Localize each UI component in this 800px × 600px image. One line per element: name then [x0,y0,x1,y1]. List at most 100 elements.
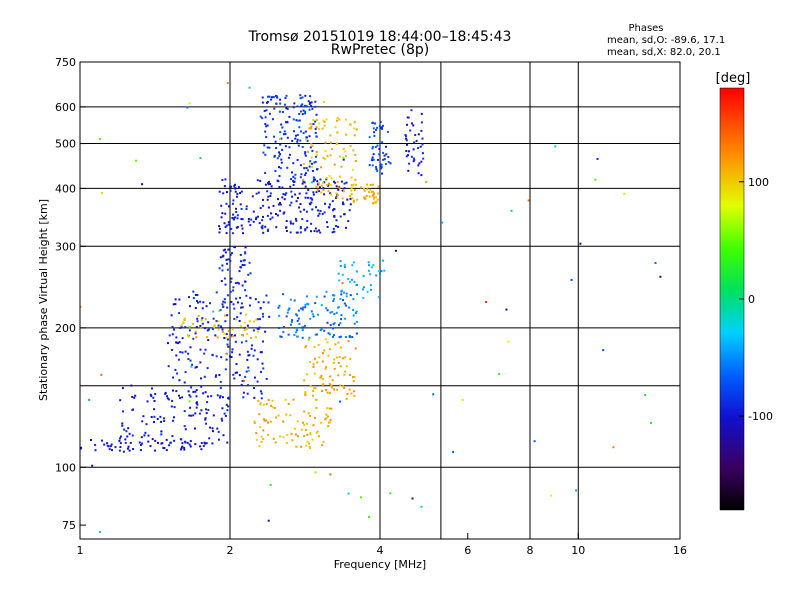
data-point [260,392,263,395]
data-point [224,368,227,371]
data-point [316,430,319,433]
data-point [372,183,374,186]
data-point [335,356,338,359]
data-point [234,216,237,219]
data-point [236,192,239,195]
data-point [259,403,262,406]
data-point [315,406,318,409]
data-point [325,389,328,392]
data-point [272,96,275,99]
data-point [192,297,195,300]
data-point [376,144,379,147]
data-point [265,403,268,406]
data-point [343,213,346,216]
data-point [316,168,319,171]
data-point [269,195,272,197]
data-point [242,379,245,382]
data-point [257,191,260,194]
data-point [180,438,183,441]
data-point [275,213,277,215]
data-point [368,164,371,167]
data-point [339,215,342,218]
data-point [218,190,221,193]
data-point [452,451,455,453]
data-point [352,308,354,311]
data-point [355,270,358,273]
data-point [191,363,194,366]
data-point [314,471,317,474]
data-point [405,150,408,152]
data-point [244,246,247,249]
data-point [374,146,377,149]
data-point [417,164,420,167]
data-point [315,135,318,138]
data-point [243,326,246,329]
data-point [153,408,156,411]
data-point [244,289,247,292]
data-point [311,438,314,441]
data-point [307,412,310,415]
y-tick-label: 600 [55,101,76,114]
data-point [197,301,199,304]
data-point [195,336,198,339]
data-point [286,311,289,314]
data-point [218,267,221,270]
data-point [321,378,324,381]
data-point [290,432,293,435]
data-point [229,280,232,283]
data-point [175,341,178,344]
data-point [246,327,249,330]
data-point [179,351,182,354]
data-point [282,436,285,439]
data-point [644,394,647,396]
data-point [329,154,332,157]
data-point [229,335,232,338]
data-point [122,450,125,453]
data-point [377,192,379,195]
data-point [284,145,287,148]
data-point [307,338,310,341]
data-point [231,232,234,235]
data-point [265,377,268,380]
data-point [310,156,313,159]
data-point [310,104,313,107]
data-point [371,146,374,148]
data-point [310,197,313,200]
data-point [180,448,182,451]
data-point [99,530,101,533]
colorbar-unit-label: [deg] [716,71,751,86]
data-point [307,303,310,306]
data-point [245,370,248,373]
data-point [314,131,317,134]
data-point [425,181,428,183]
data-point [178,394,180,397]
data-point [127,427,130,430]
data-point [324,149,327,152]
data-point [181,337,184,340]
data-point [219,386,222,389]
data-point [262,215,264,218]
data-point [192,290,195,293]
data-point [349,145,352,147]
data-point [270,212,273,215]
data-point [360,496,362,499]
data-point [264,183,267,186]
data-point [189,445,192,448]
y-axis-label: Stationary phase Virtual Height [km] [37,199,50,401]
data-point [333,367,336,370]
data-point [94,449,97,452]
data-point [256,318,259,321]
data-point [316,361,319,364]
data-point [329,375,332,378]
data-point [341,189,344,192]
data-point [281,196,284,199]
data-point [329,392,331,395]
data-point [226,441,229,444]
data-point [298,126,301,129]
data-point [301,329,304,332]
data-point [262,204,265,207]
data-point [204,318,207,321]
data-point [367,269,370,272]
data-point [372,193,375,196]
data-point [301,336,304,339]
